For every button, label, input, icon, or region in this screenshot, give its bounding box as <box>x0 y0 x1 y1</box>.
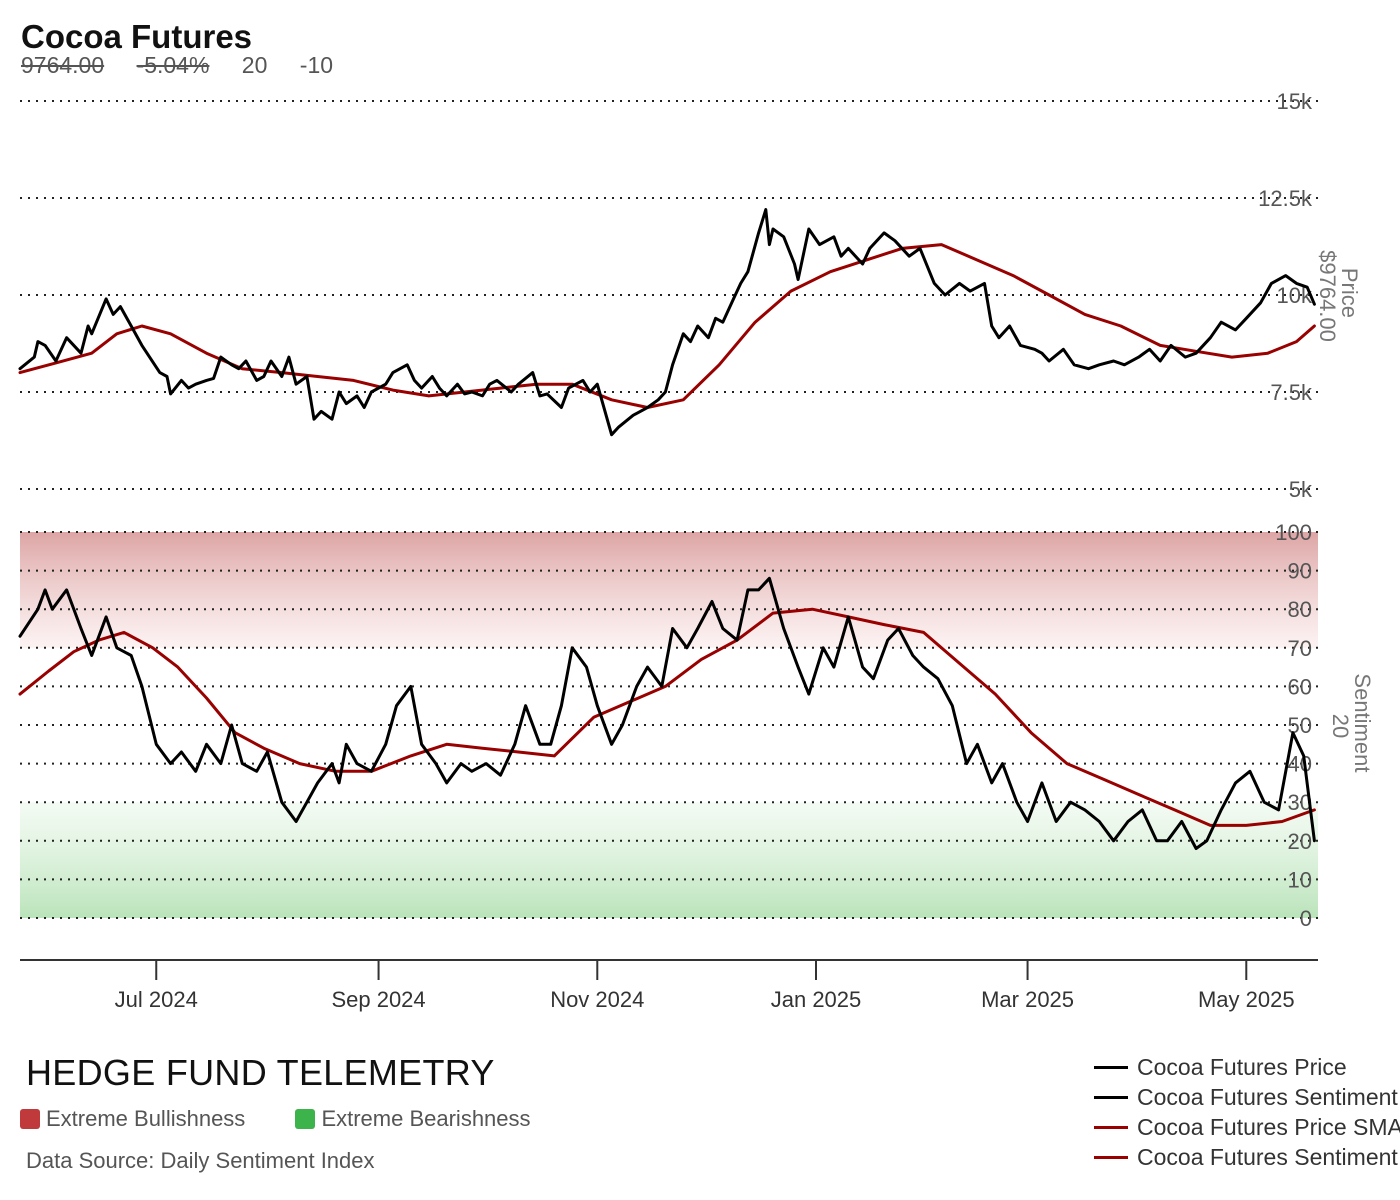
gridlines <box>20 100 1318 919</box>
sentiment-tick-label: 10 <box>1288 867 1312 892</box>
legend-item-price: Cocoa Futures Price <box>1094 1052 1400 1082</box>
bull-zone-key: Extreme Bullishness <box>20 1106 245 1132</box>
price-stats: 9764.00 -5.04% 20 -10 <box>21 52 359 79</box>
legend: Cocoa Futures Price Cocoa Futures Sentim… <box>1094 1052 1400 1172</box>
x-tick-label: Jan 2025 <box>771 987 862 1012</box>
price-tick-label: 5k <box>1289 477 1313 502</box>
legend-item-sentiment-sma: Cocoa Futures Sentiment SMA <box>1094 1142 1400 1172</box>
legend-swatch <box>1094 1095 1128 1099</box>
sentiment-tick-label: 20 <box>1288 829 1312 854</box>
bear-zone-key: Extreme Bearishness <box>295 1106 531 1132</box>
data-source: Data Source: Daily Sentiment Index <box>26 1148 375 1173</box>
extreme-bearish-zone <box>20 802 1318 918</box>
price-axis-value: $9764.00 <box>1315 250 1340 342</box>
sentiment-tick-label: 40 <box>1288 752 1312 777</box>
sentiment-tick-label: 90 <box>1288 559 1312 584</box>
extreme-bullish-zone <box>20 532 1318 648</box>
x-axis: Jul 2024 Sep 2024 Nov 2024 Jan 2025 Mar 2025… <box>20 959 1318 1012</box>
legend-swatch <box>1094 1125 1128 1129</box>
price-tick-label: 15k <box>1277 89 1313 114</box>
price-axis-label: Price $9764.00 <box>1315 250 1362 342</box>
legend-item-sentiment: Cocoa Futures Sentiment <box>1094 1082 1400 1112</box>
legend-label: Cocoa Futures Sentiment <box>1137 1083 1398 1110</box>
sentiment-tick-label: 60 <box>1288 674 1312 699</box>
bear-zone-label: Extreme Bearishness <box>321 1106 531 1131</box>
x-tick-label: Nov 2024 <box>550 987 644 1012</box>
sentiment-tick-label: 70 <box>1288 636 1312 661</box>
zone-key: Extreme Bullishness Extreme Bearishness <box>20 1106 575 1135</box>
legend-swatch <box>1094 1065 1128 1069</box>
price-change-pct: -5.04% <box>136 52 210 78</box>
bull-zone-label: Extreme Bullishness <box>46 1106 246 1131</box>
price-axis-title: Price <box>1337 268 1362 318</box>
sentiment-tick-label: 100 <box>1275 520 1312 545</box>
x-tick-label: Sep 2024 <box>331 987 425 1012</box>
bear-swatch <box>295 1109 316 1129</box>
price-tick-label: 7.5k <box>1270 380 1313 405</box>
price-tick-label: 12.5k <box>1258 186 1313 211</box>
legend-label: Cocoa Futures Sentiment SMA <box>1137 1143 1400 1170</box>
series-lines <box>18 208 1316 850</box>
legend-swatch <box>1094 1155 1128 1159</box>
bull-swatch <box>20 1109 40 1129</box>
x-tick-label: May 2025 <box>1198 987 1295 1012</box>
legend-label: Cocoa Futures Price SMA <box>1137 1113 1400 1140</box>
price-sma-line <box>18 243 1316 409</box>
last-price: 9764.00 <box>21 52 105 78</box>
price-line <box>18 208 1316 437</box>
x-tick-label: Jul 2024 <box>115 987 198 1012</box>
x-tick-label: Mar 2025 <box>981 987 1074 1012</box>
sentiment-change: -10 <box>299 52 334 78</box>
chart-title: Cocoa Futures <box>21 18 253 55</box>
legend-item-price-sma: Cocoa Futures Price SMA <box>1094 1112 1400 1142</box>
sentiment-tick-label: 80 <box>1288 597 1312 622</box>
sentiment-axis-label: Sentiment 20 <box>1328 673 1375 778</box>
sentiment-line <box>18 576 1316 850</box>
brand-name: HEDGE FUND TELEMETRY <box>26 1052 495 1093</box>
sentiment-axis-title: Sentiment <box>1350 673 1375 772</box>
chart-area: 15k12.5k10k7.5k5k1009080706050403020100 … <box>18 89 1375 1012</box>
legend-label: Cocoa Futures Price <box>1137 1053 1347 1080</box>
sentiment-axis-value: 20 <box>1328 714 1353 738</box>
sentiment-tick-label: 0 <box>1300 906 1312 931</box>
sentiment-value: 20 <box>241 52 268 78</box>
